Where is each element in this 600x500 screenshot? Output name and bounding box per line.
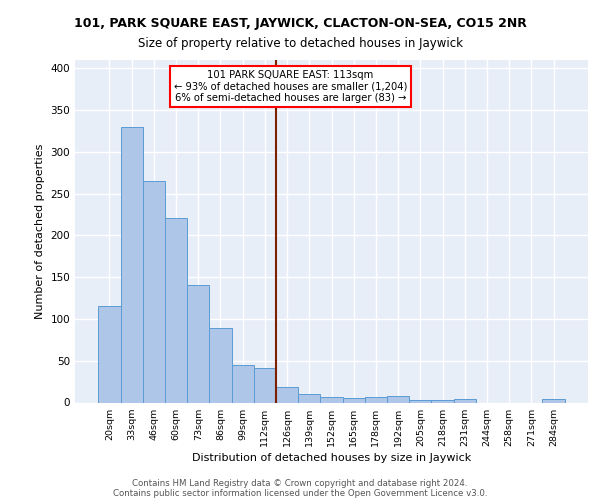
Bar [98, 306, 121, 402]
Bar [276, 386, 298, 402]
Y-axis label: Number of detached properties: Number of detached properties [35, 144, 45, 319]
Bar [209, 328, 232, 402]
Bar [165, 218, 187, 402]
Bar [143, 181, 165, 402]
Bar [298, 394, 320, 402]
Bar [254, 368, 276, 402]
Bar [387, 396, 409, 402]
Bar [454, 399, 476, 402]
Text: Size of property relative to detached houses in Jaywick: Size of property relative to detached ho… [137, 38, 463, 51]
Bar [121, 127, 143, 402]
Bar [542, 399, 565, 402]
Bar [232, 365, 254, 403]
Text: Contains HM Land Registry data © Crown copyright and database right 2024.: Contains HM Land Registry data © Crown c… [132, 478, 468, 488]
Text: 101 PARK SQUARE EAST: 113sqm
← 93% of detached houses are smaller (1,204)
6% of : 101 PARK SQUARE EAST: 113sqm ← 93% of de… [174, 70, 407, 104]
Bar [320, 396, 343, 402]
Bar [409, 400, 431, 402]
Text: Contains public sector information licensed under the Open Government Licence v3: Contains public sector information licen… [113, 488, 487, 498]
Bar [187, 284, 209, 403]
Bar [365, 396, 387, 402]
X-axis label: Distribution of detached houses by size in Jaywick: Distribution of detached houses by size … [192, 452, 471, 462]
Bar [343, 398, 365, 402]
Bar [431, 400, 454, 402]
Text: 101, PARK SQUARE EAST, JAYWICK, CLACTON-ON-SEA, CO15 2NR: 101, PARK SQUARE EAST, JAYWICK, CLACTON-… [74, 18, 526, 30]
